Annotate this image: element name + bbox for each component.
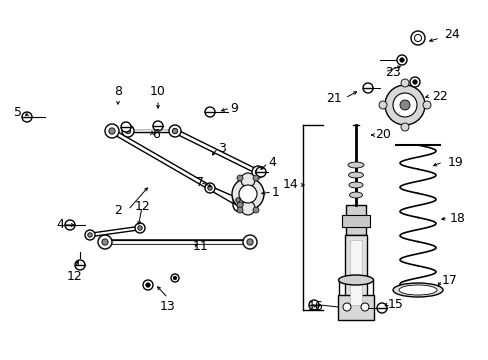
Text: 9: 9 — [229, 102, 237, 114]
Circle shape — [75, 260, 85, 270]
Circle shape — [378, 101, 386, 109]
Circle shape — [142, 280, 153, 290]
Circle shape — [239, 185, 257, 203]
Text: 13: 13 — [160, 300, 176, 313]
Circle shape — [85, 230, 95, 240]
Text: 1: 1 — [271, 185, 279, 198]
Circle shape — [256, 167, 265, 177]
Circle shape — [246, 239, 253, 245]
Circle shape — [171, 274, 179, 282]
Circle shape — [153, 121, 163, 131]
Bar — [349, 240, 361, 305]
Circle shape — [342, 303, 350, 311]
Text: 12: 12 — [135, 201, 150, 213]
Circle shape — [422, 101, 430, 109]
Text: 17: 17 — [441, 274, 457, 287]
Circle shape — [241, 201, 254, 215]
Circle shape — [252, 175, 259, 181]
Circle shape — [255, 169, 260, 175]
Circle shape — [243, 235, 257, 249]
Circle shape — [236, 202, 243, 208]
Text: 8: 8 — [114, 85, 122, 98]
Circle shape — [396, 55, 406, 65]
Text: 23: 23 — [384, 66, 400, 78]
Circle shape — [399, 100, 409, 110]
Circle shape — [138, 226, 142, 230]
Circle shape — [241, 173, 254, 187]
Ellipse shape — [338, 275, 373, 285]
Circle shape — [232, 198, 246, 212]
Circle shape — [232, 195, 243, 205]
Text: 14: 14 — [282, 179, 297, 192]
Ellipse shape — [348, 182, 362, 188]
Ellipse shape — [392, 283, 442, 297]
Text: 7: 7 — [196, 175, 203, 189]
Bar — [341, 215, 369, 227]
Circle shape — [169, 125, 181, 137]
Circle shape — [400, 79, 408, 87]
Circle shape — [204, 107, 215, 117]
Text: 16: 16 — [307, 300, 323, 312]
Circle shape — [109, 128, 115, 134]
Ellipse shape — [398, 285, 436, 295]
Circle shape — [410, 31, 424, 45]
Text: 11: 11 — [193, 240, 208, 253]
Circle shape — [400, 123, 408, 131]
Circle shape — [98, 235, 112, 249]
Text: 19: 19 — [447, 156, 463, 168]
Ellipse shape — [347, 162, 363, 168]
Circle shape — [237, 207, 243, 213]
Circle shape — [125, 128, 130, 134]
Circle shape — [235, 198, 240, 202]
Circle shape — [360, 303, 368, 311]
Circle shape — [384, 85, 424, 125]
Circle shape — [173, 276, 177, 280]
Ellipse shape — [349, 192, 362, 198]
Circle shape — [135, 223, 145, 233]
Circle shape — [170, 126, 180, 136]
Text: 18: 18 — [449, 211, 465, 225]
Circle shape — [409, 77, 419, 87]
Circle shape — [231, 178, 264, 210]
Circle shape — [145, 283, 150, 287]
Circle shape — [65, 220, 75, 230]
Text: 5: 5 — [14, 107, 22, 120]
Circle shape — [172, 128, 177, 134]
Text: 15: 15 — [387, 297, 403, 310]
Ellipse shape — [348, 172, 363, 178]
Bar — [346, 205, 365, 235]
Text: 2: 2 — [114, 203, 122, 216]
Circle shape — [105, 124, 119, 138]
Circle shape — [121, 122, 131, 132]
Text: 6: 6 — [152, 129, 160, 141]
Bar — [345, 235, 366, 310]
Text: 4: 4 — [56, 219, 64, 231]
Circle shape — [376, 303, 386, 313]
Text: 22: 22 — [431, 90, 447, 103]
Text: 20: 20 — [374, 129, 390, 141]
Circle shape — [204, 183, 215, 193]
Circle shape — [251, 166, 264, 178]
Circle shape — [172, 129, 177, 133]
Circle shape — [252, 207, 259, 213]
Circle shape — [207, 186, 212, 190]
Circle shape — [308, 300, 318, 310]
Text: 24: 24 — [443, 27, 459, 40]
Text: 21: 21 — [325, 91, 341, 104]
Circle shape — [22, 112, 32, 122]
Text: 12: 12 — [67, 270, 82, 283]
Text: 10: 10 — [150, 85, 165, 98]
Circle shape — [362, 83, 372, 93]
Text: 4: 4 — [267, 157, 275, 170]
Circle shape — [122, 125, 134, 137]
Circle shape — [392, 93, 416, 117]
Circle shape — [412, 80, 416, 84]
Bar — [337, 295, 373, 320]
Circle shape — [399, 58, 404, 62]
Circle shape — [87, 233, 92, 237]
Circle shape — [102, 239, 108, 245]
Circle shape — [237, 175, 243, 181]
Text: 3: 3 — [218, 141, 225, 154]
